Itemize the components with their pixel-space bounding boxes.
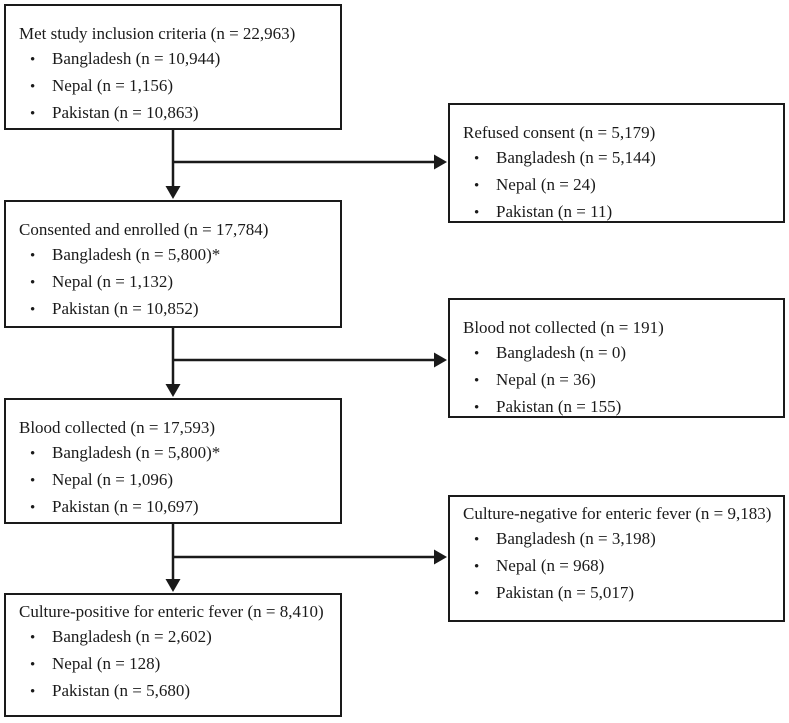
list-item: • Nepal (n = 1,096)	[6, 467, 340, 494]
bullet-marker: •	[30, 52, 36, 68]
box-title: Consented and enrolled (n = 17,784)	[19, 220, 269, 239]
list-item-text: Bangladesh (n = 5,144)	[496, 148, 656, 167]
bullet-marker: •	[30, 630, 36, 646]
list-item: • Bangladesh (n = 3,198)	[450, 526, 783, 553]
list-item-text: Nepal (n = 1,156)	[52, 76, 174, 95]
list-item: • Pakistan (n = 155)	[450, 394, 783, 421]
box-title: Culture-positive for enteric fever (n = …	[19, 602, 324, 621]
box-culture-negative: Culture-negative for enteric fever (n = …	[448, 495, 785, 622]
list-item: • Nepal (n = 128)	[6, 651, 340, 678]
box-title: Blood collected (n = 17,593)	[19, 418, 216, 437]
bullet-marker: •	[30, 79, 36, 95]
bullet-marker: •	[30, 275, 36, 291]
list-item-text: Pakistan (n = 5,680)	[52, 681, 191, 700]
bullet-marker: •	[30, 473, 36, 489]
list-item-text: Pakistan (n = 10,697)	[52, 497, 199, 516]
list-item-text: Bangladesh (n = 2,602)	[52, 627, 212, 646]
box-title: Refused consent (n = 5,179)	[463, 123, 656, 142]
list-item-text: Nepal (n = 968)	[496, 556, 605, 575]
connector-down-1	[165, 129, 181, 199]
list-item-text: Nepal (n = 128)	[52, 654, 161, 673]
box-items: • Bangladesh (n = 0) • Nepal (n = 36) • …	[450, 340, 783, 421]
bullet-marker: •	[474, 373, 480, 389]
bullet-marker: •	[30, 248, 36, 264]
list-item: • Bangladesh (n = 0)	[450, 340, 783, 367]
box-items: • Bangladesh (n = 5,800)* • Nepal (n = 1…	[6, 242, 340, 323]
list-item: • Pakistan (n = 10,863)	[6, 100, 340, 127]
list-item-text: Pakistan (n = 10,863)	[52, 103, 199, 122]
connector-branch-right-1	[172, 154, 447, 170]
box-items: • Bangladesh (n = 3,198) • Nepal (n = 96…	[450, 526, 783, 607]
list-item: • Nepal (n = 1,156)	[6, 73, 340, 100]
bullet-marker: •	[30, 302, 36, 318]
box-blood-collected: Blood collected (n = 17,593) • Banglades…	[4, 398, 342, 524]
bullet-marker: •	[474, 532, 480, 548]
list-item-text: Nepal (n = 24)	[496, 175, 596, 194]
bullet-marker: •	[30, 657, 36, 673]
list-item-text: Pakistan (n = 11)	[496, 202, 613, 221]
list-item: • Nepal (n = 968)	[450, 553, 783, 580]
list-item: • Nepal (n = 24)	[450, 172, 783, 199]
box-items: • Bangladesh (n = 2,602) • Nepal (n = 12…	[6, 624, 340, 705]
list-item-text: Pakistan (n = 10,852)	[52, 299, 199, 318]
box-blood-not-collected: Blood not collected (n = 191) • Banglade…	[448, 298, 785, 418]
list-item-text: Bangladesh (n = 3,198)	[496, 529, 656, 548]
list-item: • Pakistan (n = 5,680)	[6, 678, 340, 705]
box-items: • Bangladesh (n = 5,144) • Nepal (n = 24…	[450, 145, 783, 226]
list-item-text: Pakistan (n = 5,017)	[496, 583, 635, 602]
box-consented-enrolled: Consented and enrolled (n = 17,784) • Ba…	[4, 200, 342, 328]
bullet-marker: •	[30, 500, 36, 516]
list-item: • Nepal (n = 1,132)	[6, 269, 340, 296]
list-item-text: Bangladesh (n = 10,944)	[52, 49, 221, 68]
bullet-marker: •	[474, 586, 480, 602]
box-title: Blood not collected (n = 191)	[463, 318, 664, 337]
bullet-marker: •	[30, 446, 36, 462]
bullet-marker: •	[474, 559, 480, 575]
bullet-marker: •	[474, 151, 480, 167]
list-item: • Bangladesh (n = 2,602)	[6, 624, 340, 651]
list-item-text: Nepal (n = 1,096)	[52, 470, 174, 489]
list-item-text: Bangladesh (n = 0)	[496, 343, 626, 362]
bullet-marker: •	[30, 684, 36, 700]
connector-branch-right-3	[172, 549, 447, 565]
bullet-marker: •	[474, 400, 480, 416]
bullet-marker: •	[474, 205, 480, 221]
box-refused-consent: Refused consent (n = 5,179) • Bangladesh…	[448, 103, 785, 223]
box-met-inclusion-criteria: Met study inclusion criteria (n = 22,963…	[4, 4, 342, 130]
list-item: • Bangladesh (n = 5,800)*	[6, 440, 340, 467]
list-item-text: Nepal (n = 1,132)	[52, 272, 174, 291]
list-item-text: Bangladesh (n = 5,800)*	[52, 443, 221, 462]
bullet-marker: •	[474, 178, 480, 194]
list-item: • Bangladesh (n = 10,944)	[6, 46, 340, 73]
list-item: • Pakistan (n = 10,697)	[6, 494, 340, 521]
box-title: Met study inclusion criteria (n = 22,963…	[19, 24, 296, 43]
list-item-text: Pakistan (n = 155)	[496, 397, 622, 416]
list-item-text: Nepal (n = 36)	[496, 370, 596, 389]
list-item: • Bangladesh (n = 5,144)	[450, 145, 783, 172]
list-item-text: Bangladesh (n = 5,800)*	[52, 245, 221, 264]
list-item: • Pakistan (n = 11)	[450, 199, 783, 226]
connector-down-3	[165, 523, 181, 592]
connector-branch-right-2	[172, 352, 447, 368]
connector-down-2	[165, 327, 181, 397]
box-items: • Bangladesh (n = 5,800)* • Nepal (n = 1…	[6, 440, 340, 521]
list-item: • Bangladesh (n = 5,800)*	[6, 242, 340, 269]
box-items: • Bangladesh (n = 10,944) • Nepal (n = 1…	[6, 46, 340, 127]
bullet-marker: •	[474, 346, 480, 362]
list-item: • Pakistan (n = 5,017)	[450, 580, 783, 607]
bullet-marker: •	[30, 106, 36, 122]
list-item: • Nepal (n = 36)	[450, 367, 783, 394]
box-title: Culture-negative for enteric fever (n = …	[463, 504, 772, 523]
list-item: • Pakistan (n = 10,852)	[6, 296, 340, 323]
box-culture-positive: Culture-positive for enteric fever (n = …	[4, 593, 342, 717]
